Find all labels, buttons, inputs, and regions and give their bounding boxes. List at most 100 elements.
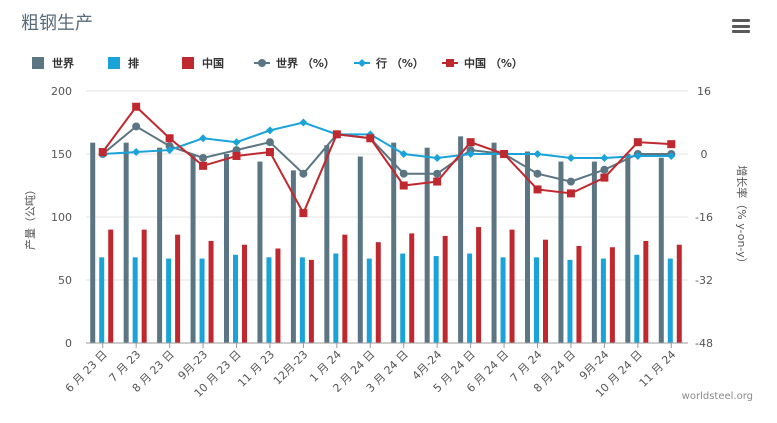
point-2	[265, 148, 274, 157]
bar-0	[123, 142, 129, 343]
point-1	[232, 138, 241, 147]
line-series-0	[102, 125, 672, 183]
bar-2	[175, 234, 181, 343]
bar-1	[299, 257, 305, 343]
bar-2	[476, 227, 482, 343]
bar-0	[157, 147, 163, 343]
bar-1	[233, 254, 238, 343]
line-marks	[98, 102, 676, 218]
bar-2	[543, 239, 548, 343]
bar-0	[658, 157, 664, 343]
bar-2	[308, 259, 314, 343]
legend[interactable]: 世界 排 中国 世界 （%） 行 （%） 中国 （%）	[32, 56, 523, 70]
point-2	[633, 138, 642, 147]
y-left-tick-label: 50	[58, 274, 72, 287]
bar-2	[409, 233, 415, 343]
y-left-axis-label: 产量（公吨）	[23, 184, 37, 250]
bar-1	[600, 258, 606, 343]
y-right-tick-label: 0	[701, 148, 708, 161]
bar-1	[634, 254, 640, 343]
bar-0	[391, 142, 397, 343]
menu-icon[interactable]	[732, 19, 750, 33]
point-1	[533, 150, 542, 158]
bar-0	[525, 151, 530, 343]
bar-2	[342, 234, 348, 343]
legend-label: 行 （%）	[375, 56, 424, 70]
legend-swatch	[32, 57, 44, 69]
bar-2	[643, 240, 649, 343]
point-0	[399, 169, 408, 178]
legend-item-0[interactable]: 世界	[32, 56, 74, 70]
legend-label: 中国	[202, 56, 224, 70]
watermark: worldsteel.org	[681, 391, 753, 402]
x-tick-label: 12月-23	[271, 348, 311, 388]
legend-label: 世界 （%）	[276, 56, 335, 70]
bar-1	[333, 253, 339, 343]
point-2	[600, 173, 609, 182]
bar-1	[433, 256, 439, 343]
point-1	[399, 150, 408, 158]
axes: 0 50 100 150 200 16 0 -16 -32 -48 产量（公吨） 增长率（% y-on…	[23, 85, 749, 400]
legend-item-2[interactable]: 中国	[182, 56, 224, 70]
legend-swatch	[108, 57, 120, 69]
x-tick-label: 11 月 24	[637, 348, 679, 390]
chart-title: 粗钢生产	[21, 13, 93, 34]
point-1	[566, 153, 575, 162]
point-0	[265, 138, 274, 147]
bar-1	[567, 259, 573, 343]
point-0	[600, 165, 609, 174]
x-tick-label: 11 月 23	[235, 348, 277, 390]
point-1	[600, 153, 609, 162]
point-2	[332, 130, 341, 139]
y-right-tick-label: -48	[695, 337, 713, 350]
point-2	[199, 161, 208, 170]
legend-item-3[interactable]: 世界 （%）	[254, 56, 335, 70]
bar-2	[442, 235, 448, 343]
bar-0	[357, 156, 363, 343]
bar-0	[324, 145, 330, 343]
point-0	[533, 169, 542, 178]
point-0	[433, 169, 442, 178]
bar-2	[375, 242, 381, 343]
point-2	[132, 102, 141, 111]
point-2	[500, 150, 509, 158]
legend-label: 世界	[52, 56, 74, 70]
point-1	[466, 150, 475, 158]
bar-2	[275, 248, 281, 343]
y-left-tick-label: 0	[65, 337, 72, 350]
bar-1	[266, 257, 272, 343]
point-1	[132, 148, 141, 157]
point-0	[199, 153, 208, 162]
point-2	[98, 148, 107, 157]
y-right-tick-label: -32	[695, 274, 713, 287]
legend-label: 排	[128, 56, 139, 70]
bar-0	[625, 154, 631, 343]
bar-1	[500, 257, 506, 343]
legend-item-1[interactable]: 排	[108, 56, 139, 70]
legend-swatch	[182, 57, 194, 69]
legend-item-4[interactable]: 行 （%）	[354, 56, 424, 70]
point-2	[299, 209, 308, 218]
bar-2	[576, 245, 582, 343]
bar-1	[366, 258, 372, 343]
bar-0	[190, 154, 196, 343]
line-series-1	[102, 121, 672, 159]
point-1	[299, 118, 308, 127]
point-0	[132, 122, 141, 131]
bar-2	[208, 240, 214, 343]
y-left-tick-label: 150	[51, 148, 72, 161]
legend-item-5[interactable]: 中国 （%）	[442, 56, 523, 70]
line-series-2	[101, 105, 672, 216]
legend-label: 中国 （%）	[464, 56, 523, 70]
point-2	[232, 151, 241, 160]
bar-0	[458, 136, 464, 343]
point-2	[466, 138, 475, 147]
bar-2	[676, 244, 682, 343]
bar-2	[509, 229, 515, 343]
point-1	[433, 153, 442, 162]
legend-marker	[446, 59, 454, 67]
y-right-axis-label: 增长率（% y-on-y）	[735, 165, 749, 268]
point-0	[566, 177, 575, 186]
bar-1	[166, 258, 172, 343]
